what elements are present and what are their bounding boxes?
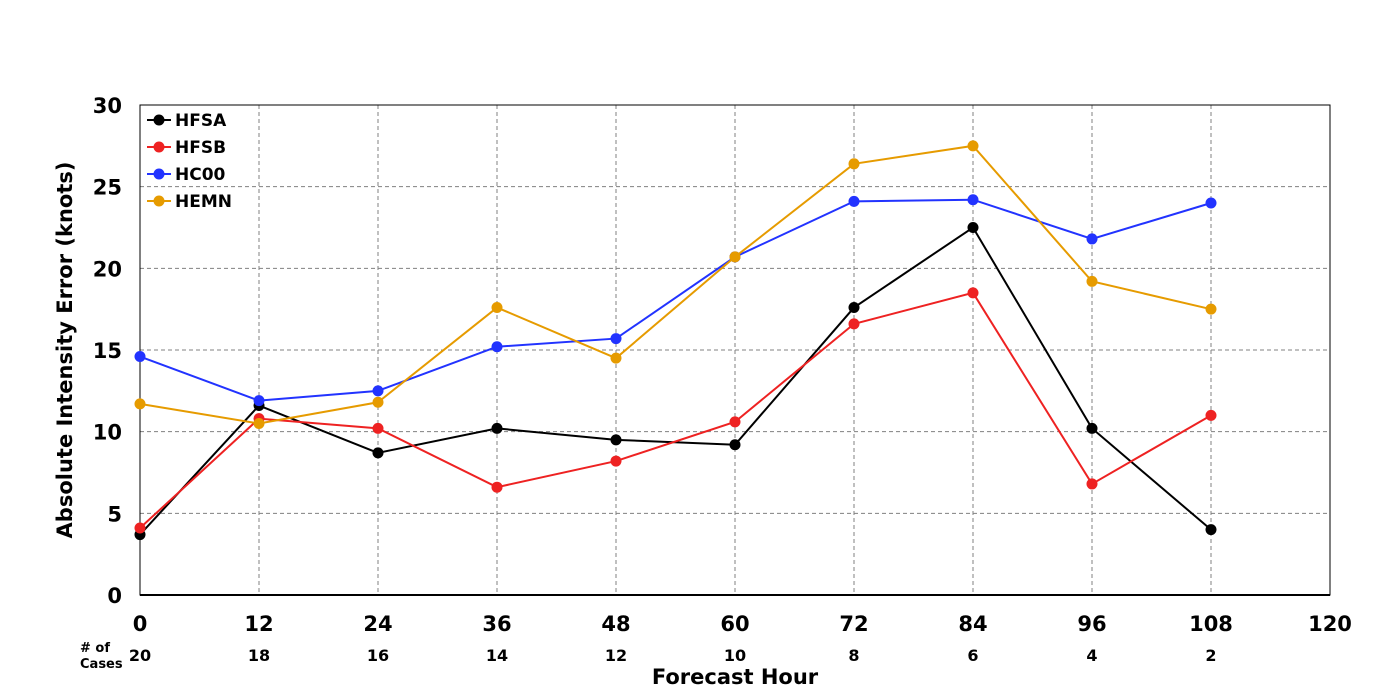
data-point-hemn (1086, 275, 1098, 287)
series-line-hfsb (139, 291, 1212, 529)
x-tick-label: 72 (839, 612, 868, 636)
data-point-hfsa (729, 439, 741, 451)
x-axis-ticks: 0 12 24 36 48 60 72 84 96 108 120 (133, 612, 1352, 636)
x-tick-label: 12 (244, 612, 273, 636)
case-count-label: 18 (248, 646, 270, 665)
legend-label: HFSB (175, 138, 226, 158)
legend-item-hemn: HEMN (147, 192, 232, 212)
y-tick-label: 0 (107, 584, 122, 608)
legend-label: HEMN (175, 192, 232, 212)
data-point-hemn (253, 418, 265, 429)
legend-marker (153, 168, 165, 180)
data-point-hc00 (967, 194, 979, 206)
data-point-hfsb (967, 287, 979, 299)
data-point-hemn (610, 352, 622, 364)
series-hc00 (134, 194, 1217, 407)
cases-row: # of Cases 20 18 16 14 12 10 8 6 4 2 (80, 641, 1217, 672)
y-tick-label: 15 (93, 339, 122, 363)
y-axis-ticks: 0 5 10 15 20 25 30 (93, 94, 122, 608)
x-tick-label: 120 (1308, 612, 1352, 636)
data-point-hc00 (372, 385, 384, 397)
data-point-hfsa (1205, 524, 1217, 536)
x-tick-label: 108 (1189, 612, 1233, 636)
data-point-hfsb (1086, 478, 1098, 490)
data-point-hc00 (610, 333, 622, 345)
data-point-hfsb (134, 522, 146, 534)
data-point-hfsb (1205, 409, 1217, 421)
data-point-hc00 (1086, 233, 1098, 245)
case-count-label: 4 (1086, 646, 1097, 665)
x-tick-label: 0 (133, 612, 148, 636)
data-point-hfsa (1086, 422, 1098, 434)
data-point-hfsa (848, 302, 860, 314)
case-count-label: 10 (724, 646, 746, 665)
series-hfsa (134, 222, 1217, 541)
cases-title-line1: # of (80, 641, 110, 656)
y-tick-label: 10 (93, 421, 122, 445)
case-count-label: 14 (486, 646, 508, 665)
data-point-hfsb (491, 481, 503, 493)
x-tick-label: 84 (958, 612, 987, 636)
data-point-hfsb (372, 422, 384, 434)
data-point-hemn (1205, 303, 1217, 315)
x-tick-label: 24 (363, 612, 392, 636)
data-point-hemn (848, 158, 860, 170)
y-axis-title: Absolute Intensity Error (knots) (53, 162, 77, 539)
data-point-hc00 (848, 195, 860, 207)
legend-marker (153, 195, 165, 207)
series-line-hc00 (139, 198, 1212, 402)
data-point-hemn (491, 302, 503, 314)
case-count-label: 8 (848, 646, 859, 665)
case-count-label: 2 (1205, 646, 1216, 665)
legend: HFSA HFSB HC00 HEMN (147, 111, 232, 212)
case-count-label: 16 (367, 646, 389, 665)
legend-marker (153, 114, 165, 126)
x-tick-label: 96 (1077, 612, 1106, 636)
series-line-hemn (139, 144, 1212, 425)
x-tick-label: 48 (601, 612, 630, 636)
data-point-hfsa (372, 447, 384, 459)
y-tick-label: 20 (93, 257, 122, 281)
data-point-hc00 (134, 351, 146, 363)
case-count-label: 6 (967, 646, 978, 665)
data-point-hc00 (253, 395, 265, 407)
y-tick-label: 5 (107, 502, 122, 526)
data-point-hemn (134, 398, 146, 410)
data-point-hfsb (729, 416, 741, 428)
grid-lines (140, 105, 1330, 595)
series-hfsb (134, 287, 1217, 534)
data-point-hemn (967, 140, 979, 152)
data-point-hfsa (491, 422, 503, 434)
data-point-hc00 (491, 341, 503, 353)
legend-label: HFSA (175, 111, 227, 131)
series-line-hfsa (139, 226, 1212, 536)
case-count-label: 12 (605, 646, 627, 665)
data-point-hfsa (610, 434, 622, 446)
x-tick-label: 36 (482, 612, 511, 636)
legend-item-hc00: HC00 (147, 165, 226, 185)
data-point-hfsb (848, 318, 860, 330)
legend-item-hfsa: HFSA (147, 111, 227, 131)
legend-label: HC00 (175, 165, 226, 185)
data-point-hemn (372, 396, 384, 408)
y-tick-label: 25 (93, 176, 122, 200)
series-layer (134, 140, 1217, 541)
legend-marker (153, 141, 165, 153)
y-tick-label: 30 (93, 94, 122, 118)
series-hemn (134, 140, 1217, 429)
case-count-label: 20 (129, 646, 151, 665)
x-axis-title: Forecast Hour (652, 665, 819, 689)
data-point-hfsa (967, 222, 979, 233)
x-tick-label: 60 (720, 612, 749, 636)
cases-title-line2: Cases (80, 657, 123, 672)
legend-item-hfsb: HFSB (147, 138, 226, 158)
data-point-hc00 (1205, 197, 1217, 209)
data-point-hfsb (610, 455, 622, 467)
data-point-hemn (729, 251, 741, 263)
